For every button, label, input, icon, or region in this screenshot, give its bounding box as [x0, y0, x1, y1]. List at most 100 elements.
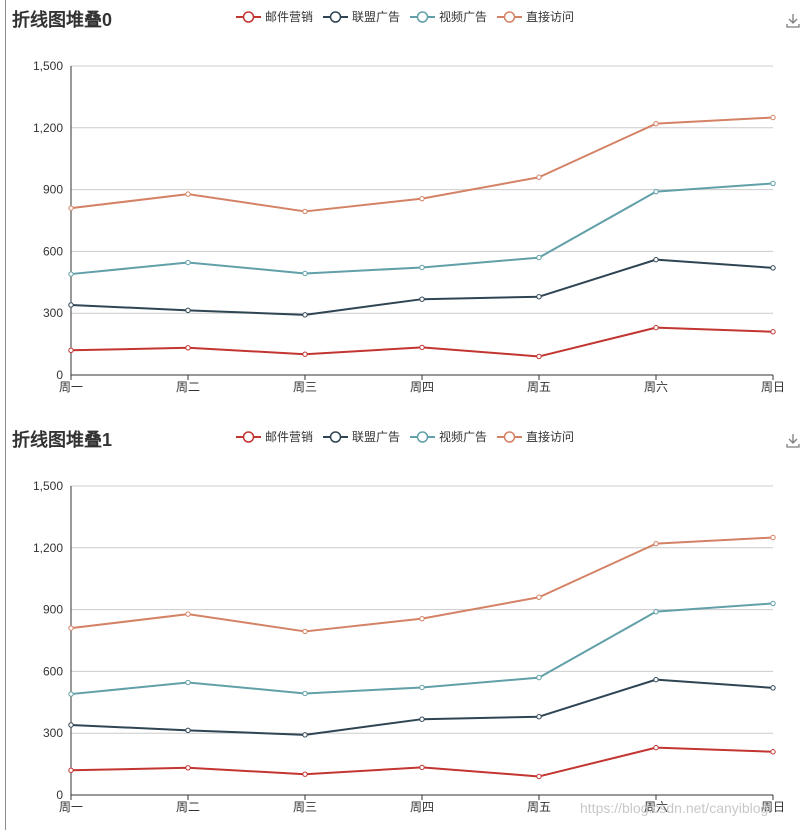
data-point[interactable]	[770, 265, 776, 271]
legend-label: 视频广告	[439, 430, 488, 444]
data-point[interactable]	[185, 307, 191, 314]
data-point[interactable]	[302, 628, 308, 635]
x-tick-label: 周三	[293, 800, 317, 814]
data-point[interactable]	[185, 259, 191, 266]
data-point[interactable]	[419, 195, 425, 202]
download-icon[interactable]	[784, 12, 802, 30]
data-point[interactable]	[419, 764, 425, 771]
data-point[interactable]	[419, 344, 425, 351]
legend-label: 邮件营销	[265, 10, 314, 24]
legend-item[interactable]: 邮件营销	[236, 8, 313, 25]
data-point[interactable]	[419, 684, 425, 691]
legend-symbol	[410, 430, 436, 443]
x-tick-label: 周六	[644, 380, 668, 394]
data-point[interactable]	[770, 329, 776, 335]
data-point[interactable]	[770, 600, 776, 607]
legend-label: 直接访问	[526, 430, 575, 444]
data-point[interactable]	[419, 296, 425, 302]
legend-symbol	[236, 430, 261, 443]
x-tick-label: 周四	[410, 800, 434, 814]
data-point[interactable]	[536, 773, 542, 780]
y-tick-label: 600	[43, 664, 63, 678]
data-point[interactable]	[68, 767, 74, 773]
data-point[interactable]	[302, 690, 308, 697]
download-icon[interactable]	[784, 432, 802, 450]
legend-item[interactable]: 视频广告	[410, 8, 487, 25]
y-tick-label: 600	[43, 244, 63, 258]
data-point[interactable]	[302, 771, 308, 777]
data-point[interactable]	[68, 302, 74, 308]
legend-item[interactable]: 直接访问	[497, 428, 574, 445]
legend-item[interactable]: 直接访问	[497, 8, 574, 25]
y-tick-label: 1,500	[33, 59, 63, 73]
data-point[interactable]	[536, 353, 542, 360]
legend-symbol	[497, 430, 523, 443]
data-point[interactable]	[536, 594, 542, 600]
data-point[interactable]	[770, 749, 776, 755]
legend-item[interactable]: 邮件营销	[236, 428, 313, 445]
data-point[interactable]	[770, 534, 776, 541]
data-point[interactable]	[68, 347, 74, 353]
data-point[interactable]	[536, 294, 542, 300]
data-point[interactable]	[536, 174, 542, 180]
data-point[interactable]	[185, 611, 191, 617]
data-point[interactable]	[653, 188, 659, 195]
data-point[interactable]	[419, 264, 425, 271]
data-point[interactable]	[653, 608, 659, 615]
data-point[interactable]	[185, 345, 191, 351]
data-point[interactable]	[653, 744, 659, 751]
data-point[interactable]	[419, 716, 425, 722]
data-point[interactable]	[302, 208, 308, 215]
x-tick-label: 周二	[176, 380, 200, 394]
y-tick-label: 300	[43, 726, 63, 740]
data-point[interactable]	[68, 271, 74, 277]
x-tick-label: 周五	[527, 380, 551, 394]
chart-title: 折线图堆叠0	[12, 10, 113, 30]
data-point[interactable]	[770, 685, 776, 691]
legend-symbol	[323, 430, 349, 443]
legend-symbol	[410, 10, 436, 23]
data-point[interactable]	[419, 615, 425, 622]
data-point[interactable]	[185, 679, 191, 686]
data-point[interactable]	[770, 114, 776, 121]
data-point[interactable]	[302, 732, 308, 738]
data-point[interactable]	[185, 191, 191, 197]
chart-panel-1: 折线图堆叠1 邮件营销 联盟广告 视频广告 直接访问 0 300 600 900 1,200 1…	[0, 420, 802, 835]
data-point[interactable]	[68, 691, 74, 697]
data-point[interactable]	[302, 270, 308, 277]
y-tick-label: 900	[43, 603, 63, 617]
data-point[interactable]	[536, 674, 542, 681]
legend-symbol	[497, 10, 523, 23]
data-point[interactable]	[68, 205, 74, 211]
y-tick-label: 1,200	[33, 541, 63, 555]
y-tick-label: 1,200	[33, 121, 63, 135]
legend-symbol	[323, 10, 349, 23]
data-point[interactable]	[302, 312, 308, 318]
data-point[interactable]	[536, 254, 542, 261]
y-tick-label: 900	[43, 183, 63, 197]
data-point[interactable]	[68, 722, 74, 728]
line-chart: 0 300 600 900 1,200 1,500 周一 周二 周三 周四 周五 周六 周日	[33, 479, 785, 814]
line-chart: 0 300 600 900 1,200 1,500 周一 周二 周三 周四 周五 周六 周日	[33, 59, 785, 394]
data-point[interactable]	[770, 180, 776, 187]
legend-item[interactable]: 联盟广告	[323, 8, 400, 25]
data-point[interactable]	[653, 120, 659, 127]
legend-label: 邮件营销	[265, 430, 314, 444]
x-tick-label: 周五	[527, 800, 551, 814]
data-point[interactable]	[653, 256, 659, 263]
data-point[interactable]	[68, 625, 74, 631]
data-point[interactable]	[653, 324, 659, 331]
data-point[interactable]	[536, 714, 542, 720]
legend-item[interactable]: 联盟广告	[323, 428, 400, 445]
legend-label: 联盟广告	[352, 430, 401, 444]
x-tick-label: 周日	[761, 380, 785, 394]
chart-legend: 邮件营销 联盟广告 视频广告 直接访问	[236, 8, 574, 25]
x-tick-label: 周六	[644, 800, 668, 814]
data-point[interactable]	[185, 727, 191, 734]
data-point[interactable]	[302, 351, 308, 357]
data-point[interactable]	[653, 540, 659, 547]
legend-item[interactable]: 视频广告	[410, 428, 487, 445]
legend-symbol	[236, 10, 261, 23]
data-point[interactable]	[653, 676, 659, 683]
data-point[interactable]	[185, 765, 191, 771]
